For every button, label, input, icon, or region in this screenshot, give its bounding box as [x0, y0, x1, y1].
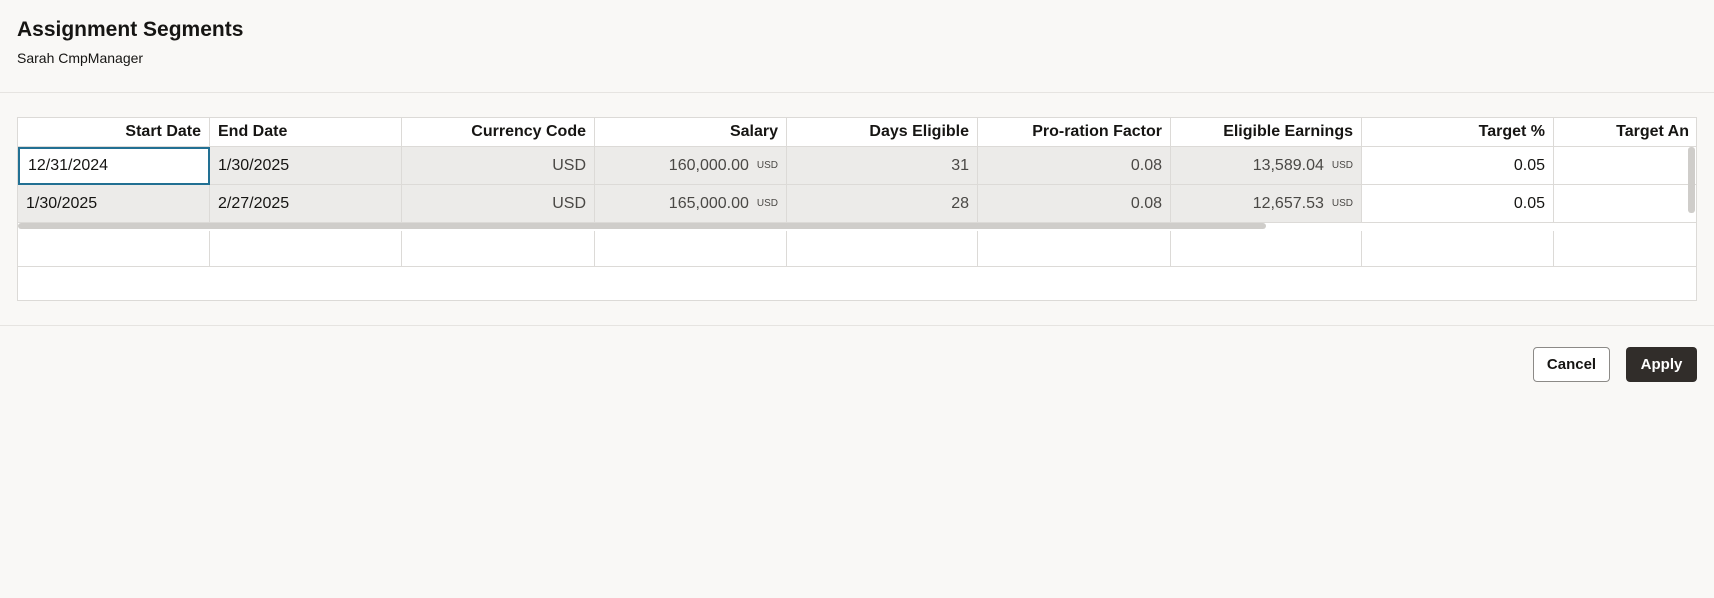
- segments-table: Start Date End Date Currency Code Salary Day…: [17, 117, 1697, 301]
- divider: [0, 325, 1714, 326]
- table-cell: USD: [402, 185, 595, 223]
- table-cell[interactable]: 0.05: [1362, 185, 1554, 223]
- empty-cell: [18, 231, 210, 267]
- table-cell[interactable]: [1554, 185, 1696, 223]
- empty-cell: [402, 231, 595, 267]
- table-cell: 165,000.00 USD: [595, 185, 787, 223]
- table-cell: 13,589.04 USD: [1171, 147, 1362, 185]
- amount: 12,657.53: [1252, 194, 1324, 212]
- amount: 160,000.00: [668, 156, 749, 174]
- vertical-scrollbar[interactable]: [1688, 147, 1695, 213]
- column-header[interactable]: Target %: [1362, 118, 1554, 147]
- apply-button[interactable]: Apply: [1626, 347, 1697, 382]
- table-cell: USD: [402, 147, 595, 185]
- column-header[interactable]: Start Date: [18, 118, 210, 147]
- currency-unit: USD: [756, 198, 778, 209]
- cancel-button[interactable]: Cancel: [1533, 347, 1610, 382]
- table-cell: 1/30/2025: [18, 185, 210, 223]
- empty-cell: [978, 231, 1171, 267]
- table-cell: 12/31/2024: [18, 147, 210, 185]
- divider: [0, 92, 1714, 93]
- table-cell: 0.08: [978, 185, 1171, 223]
- empty-cell: [787, 231, 978, 267]
- column-header[interactable]: Target An: [1554, 118, 1696, 147]
- table-cell: 0.08: [978, 147, 1171, 185]
- dialog-title: Assignment Segments: [17, 18, 244, 41]
- empty-cell: [210, 231, 402, 267]
- empty-cell: [1554, 231, 1696, 267]
- column-header[interactable]: Currency Code: [402, 118, 595, 147]
- currency-unit: USD: [1331, 160, 1353, 171]
- column-header[interactable]: Days Eligible: [787, 118, 978, 147]
- table-cell: 2/27/2025: [210, 185, 402, 223]
- column-header[interactable]: End Date: [210, 118, 402, 147]
- column-header[interactable]: Salary: [595, 118, 787, 147]
- column-header[interactable]: Pro-ration Factor: [978, 118, 1171, 147]
- empty-cell: [595, 231, 787, 267]
- amount: 13,589.04: [1252, 156, 1324, 174]
- table-cell: 31: [787, 147, 978, 185]
- empty-cell: [1362, 231, 1554, 267]
- table-cell: 160,000.00 USD: [595, 147, 787, 185]
- table-cell[interactable]: [1554, 147, 1696, 185]
- amount: 165,000.00: [668, 194, 749, 212]
- dialog-subtitle: Sarah CmpManager: [17, 50, 144, 66]
- table-cell: 28: [787, 185, 978, 223]
- table-cell: 12,657.53 USD: [1171, 185, 1362, 223]
- currency-unit: USD: [756, 160, 778, 171]
- table-cell: 1/30/2025: [210, 147, 402, 185]
- column-header[interactable]: Eligible Earnings: [1171, 118, 1362, 147]
- table-cell[interactable]: 0.05: [1362, 147, 1554, 185]
- horizontal-scrollbar[interactable]: [18, 223, 1266, 229]
- empty-cell: [1171, 231, 1362, 267]
- currency-unit: USD: [1331, 198, 1353, 209]
